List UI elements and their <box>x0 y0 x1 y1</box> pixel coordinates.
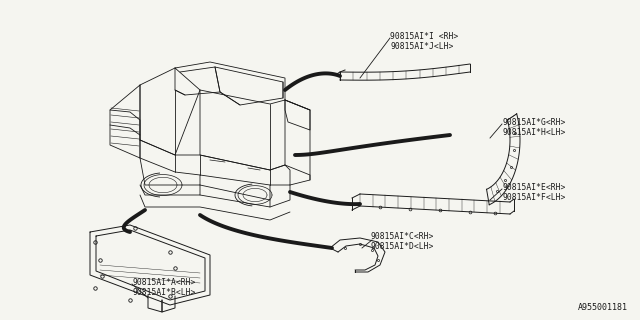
Text: A955001181: A955001181 <box>578 303 628 312</box>
Text: 90815AI*E<RH>
90815AI*F<LH>: 90815AI*E<RH> 90815AI*F<LH> <box>502 183 565 203</box>
Text: 90815AI*A<RH>
90815AI*B<LH>: 90815AI*A<RH> 90815AI*B<LH> <box>132 278 195 297</box>
Text: 90815AI*G<RH>
90815AI*H<LH>: 90815AI*G<RH> 90815AI*H<LH> <box>502 118 565 137</box>
Text: 90815AI*C<RH>
90815AI*D<LH>: 90815AI*C<RH> 90815AI*D<LH> <box>370 232 433 252</box>
Text: 90815AI*I <RH>
90815AI*J<LH>: 90815AI*I <RH> 90815AI*J<LH> <box>390 32 458 52</box>
